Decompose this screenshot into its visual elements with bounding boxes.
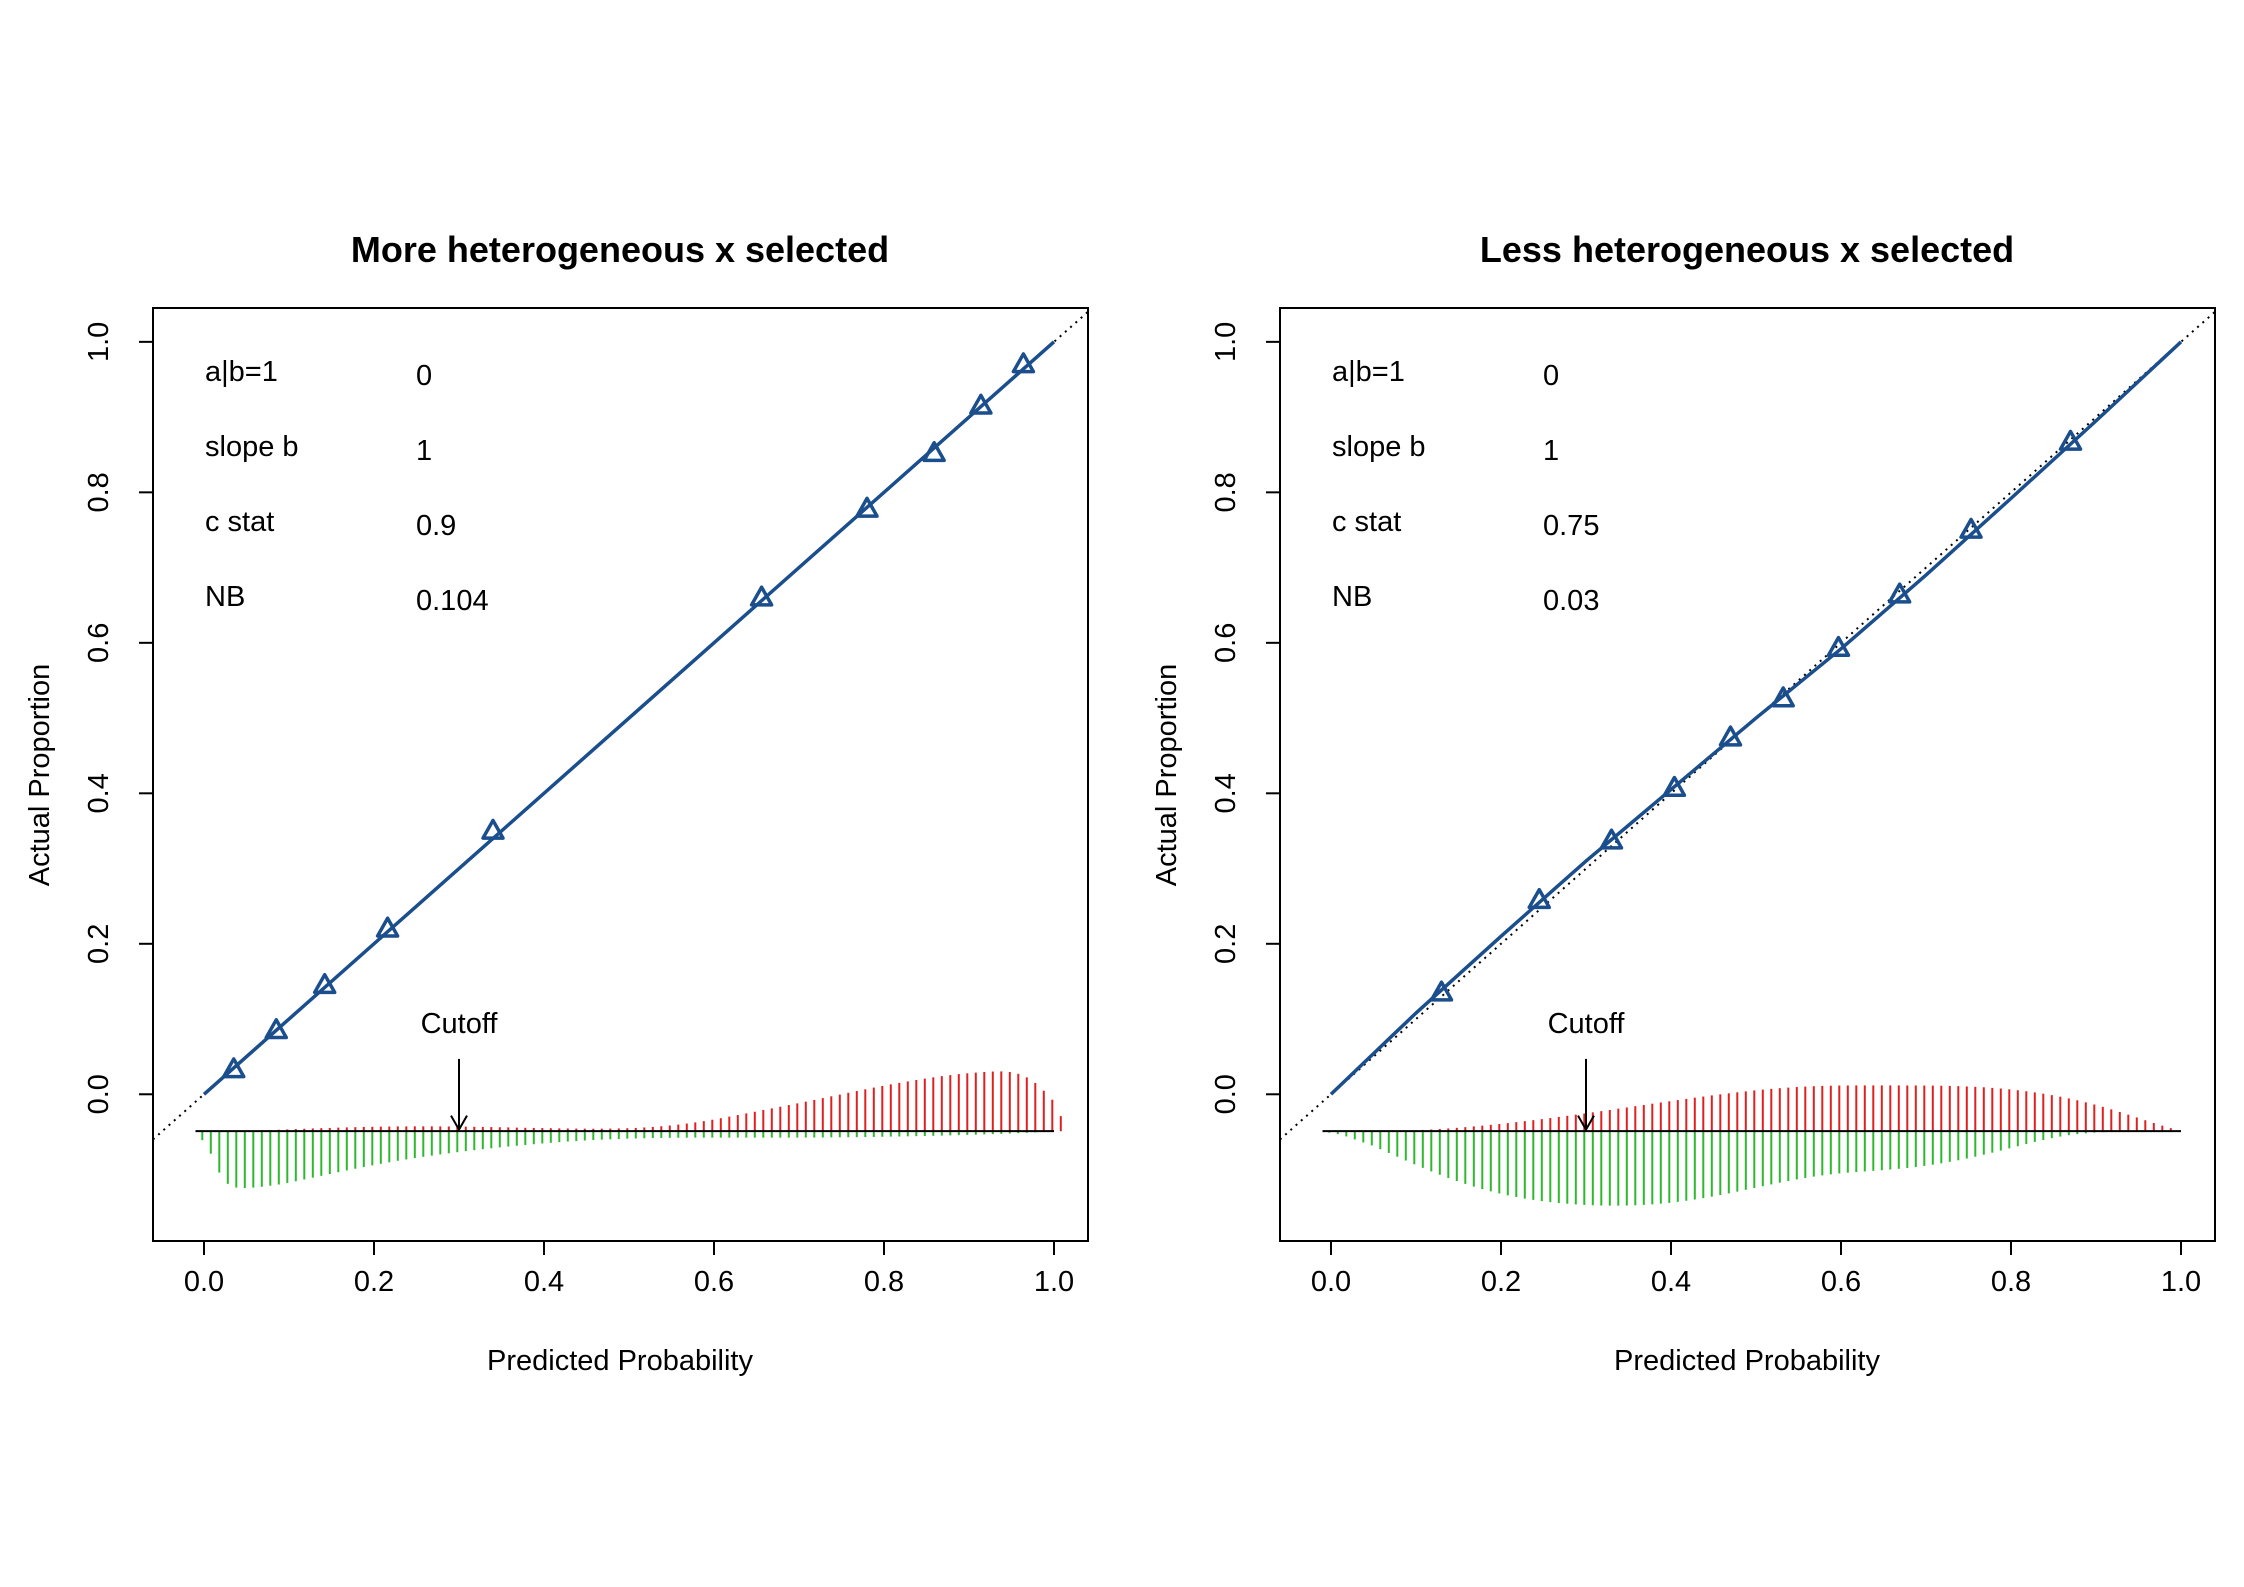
plot-content xyxy=(153,311,1088,1188)
stat-value: 1 xyxy=(1543,435,1559,467)
stat-value: 1 xyxy=(416,435,432,467)
y-tick-label: 0.2 xyxy=(1210,924,1242,964)
y-tick-label: 1.0 xyxy=(1210,322,1242,362)
x-tick-label: 0.8 xyxy=(864,1266,904,1298)
x-tick-label: 1.0 xyxy=(2161,1266,2201,1298)
plot-content xyxy=(1280,311,2215,1206)
y-tick-label: 1.0 xyxy=(83,322,115,362)
stat-value: 0.75 xyxy=(1543,510,1599,542)
stat-value: 0.104 xyxy=(416,585,489,617)
x-tick-label: 0.6 xyxy=(1821,1266,1861,1298)
grouped-observation-marker xyxy=(375,916,400,938)
y-tick-label: 0.4 xyxy=(83,773,115,813)
stat-label: a|b=1 xyxy=(1332,356,1405,388)
x-tick-label: 0.0 xyxy=(1311,1266,1351,1298)
plot-area: Cutoff xyxy=(1280,311,2215,1206)
x-tick-label: 0.4 xyxy=(524,1266,564,1298)
grouped-observation-marker xyxy=(2058,429,2083,451)
x-tick-label: 0.0 xyxy=(184,1266,224,1298)
grouped-observation-marker xyxy=(1527,887,1551,910)
grouped-observation-marker xyxy=(1718,725,1743,747)
grouped-observation-marker xyxy=(1959,517,1983,539)
panel-more-heterogeneous: More heterogeneous x selected 0.0 0.2 0.4 0… xyxy=(24,229,1089,1377)
stat-label: a|b=1 xyxy=(205,356,278,388)
grouped-observation-marker xyxy=(969,393,993,415)
stat-value: 0 xyxy=(1543,360,1559,392)
stat-label: slope b xyxy=(205,431,299,463)
grouped-observation-marker xyxy=(481,818,505,840)
grouped-observation-marker xyxy=(222,1057,246,1079)
cutoff-arrow-head xyxy=(450,1115,468,1132)
y-tick-label: 0.6 xyxy=(83,623,115,663)
calibration-curve xyxy=(1329,340,2183,1096)
grouped-observation-marker xyxy=(1887,582,1912,604)
stat-label: slope b xyxy=(1332,431,1426,463)
y-axis-label: Actual Proportion xyxy=(1151,664,1183,886)
stat-value: 0.9 xyxy=(416,510,456,542)
y-axis-label: Actual Proportion xyxy=(24,664,56,886)
y-axis: 0.0 0.2 0.4 0.6 0.8 1.0 xyxy=(83,322,154,1114)
stat-label: NB xyxy=(1332,581,1372,613)
y-tick-label: 0.8 xyxy=(83,472,115,512)
x-tick-label: 0.4 xyxy=(1651,1266,1691,1298)
grouped-observation-marker xyxy=(855,496,879,518)
cutoff-label: Cutoff xyxy=(1548,1008,1626,1040)
stats-block: a|b=1 0 slope b 1 c stat 0.75 NB 0.03 xyxy=(1332,356,1599,617)
stat-label: NB xyxy=(205,581,245,613)
grouped-observation-marker xyxy=(1011,352,1036,374)
y-tick-label: 0.8 xyxy=(1210,472,1242,512)
x-tick-label: 0.2 xyxy=(354,1266,394,1298)
grouped-observation-marker xyxy=(1429,980,1454,1002)
x-tick-label: 1.0 xyxy=(1034,1266,1074,1298)
y-tick-label: 0.0 xyxy=(83,1074,115,1114)
y-tick-label: 0.4 xyxy=(1210,773,1242,813)
cutoff-label: Cutoff xyxy=(421,1008,499,1040)
grouped-observation-marker xyxy=(312,972,337,995)
stat-value: 0 xyxy=(416,360,432,392)
x-axis: 0.0 0.2 0.4 0.6 0.8 1.0 xyxy=(1311,1240,2201,1298)
stat-label: c stat xyxy=(205,506,274,538)
grouped-observation-marker xyxy=(922,440,946,463)
grouped-observation-marker xyxy=(264,1018,288,1040)
y-axis: 0.0 0.2 0.4 0.6 0.8 1.0 xyxy=(1210,322,1281,1114)
x-tick-label: 0.8 xyxy=(1991,1266,2031,1298)
grouped-observation-marker xyxy=(749,585,774,607)
y-tick-label: 0.0 xyxy=(1210,1074,1242,1114)
stats-block: a|b=1 0 slope b 1 c stat 0.9 NB 0.104 xyxy=(205,356,489,617)
grouped-observation-marker xyxy=(1662,775,1687,797)
stat-value: 0.03 xyxy=(1543,585,1599,617)
calibration-curve xyxy=(202,340,1056,1096)
y-tick-label: 0.6 xyxy=(1210,623,1242,663)
y-tick-label: 0.2 xyxy=(83,924,115,964)
x-axis-label: Predicted Probability xyxy=(1614,1345,1880,1377)
grouped-observation-marker xyxy=(1771,686,1795,708)
cutoff-arrow-head xyxy=(1577,1115,1595,1132)
grouped-observation-marker xyxy=(1599,828,1624,850)
plot-area: Cutoff xyxy=(153,311,1088,1188)
chart-title: Less heterogeneous x selected xyxy=(1480,229,2014,270)
panel-less-heterogeneous: Less heterogeneous x selected 0.0 0.2 0.4 0… xyxy=(1151,229,2216,1377)
x-axis-label: Predicted Probability xyxy=(487,1345,753,1377)
x-tick-label: 0.2 xyxy=(1481,1266,1521,1298)
x-tick-label: 0.6 xyxy=(694,1266,734,1298)
stat-label: c stat xyxy=(1332,506,1401,538)
x-axis: 0.0 0.2 0.4 0.6 0.8 1.0 xyxy=(184,1240,1074,1298)
grouped-observation-marker xyxy=(1826,635,1851,658)
chart-title: More heterogeneous x selected xyxy=(351,229,889,270)
